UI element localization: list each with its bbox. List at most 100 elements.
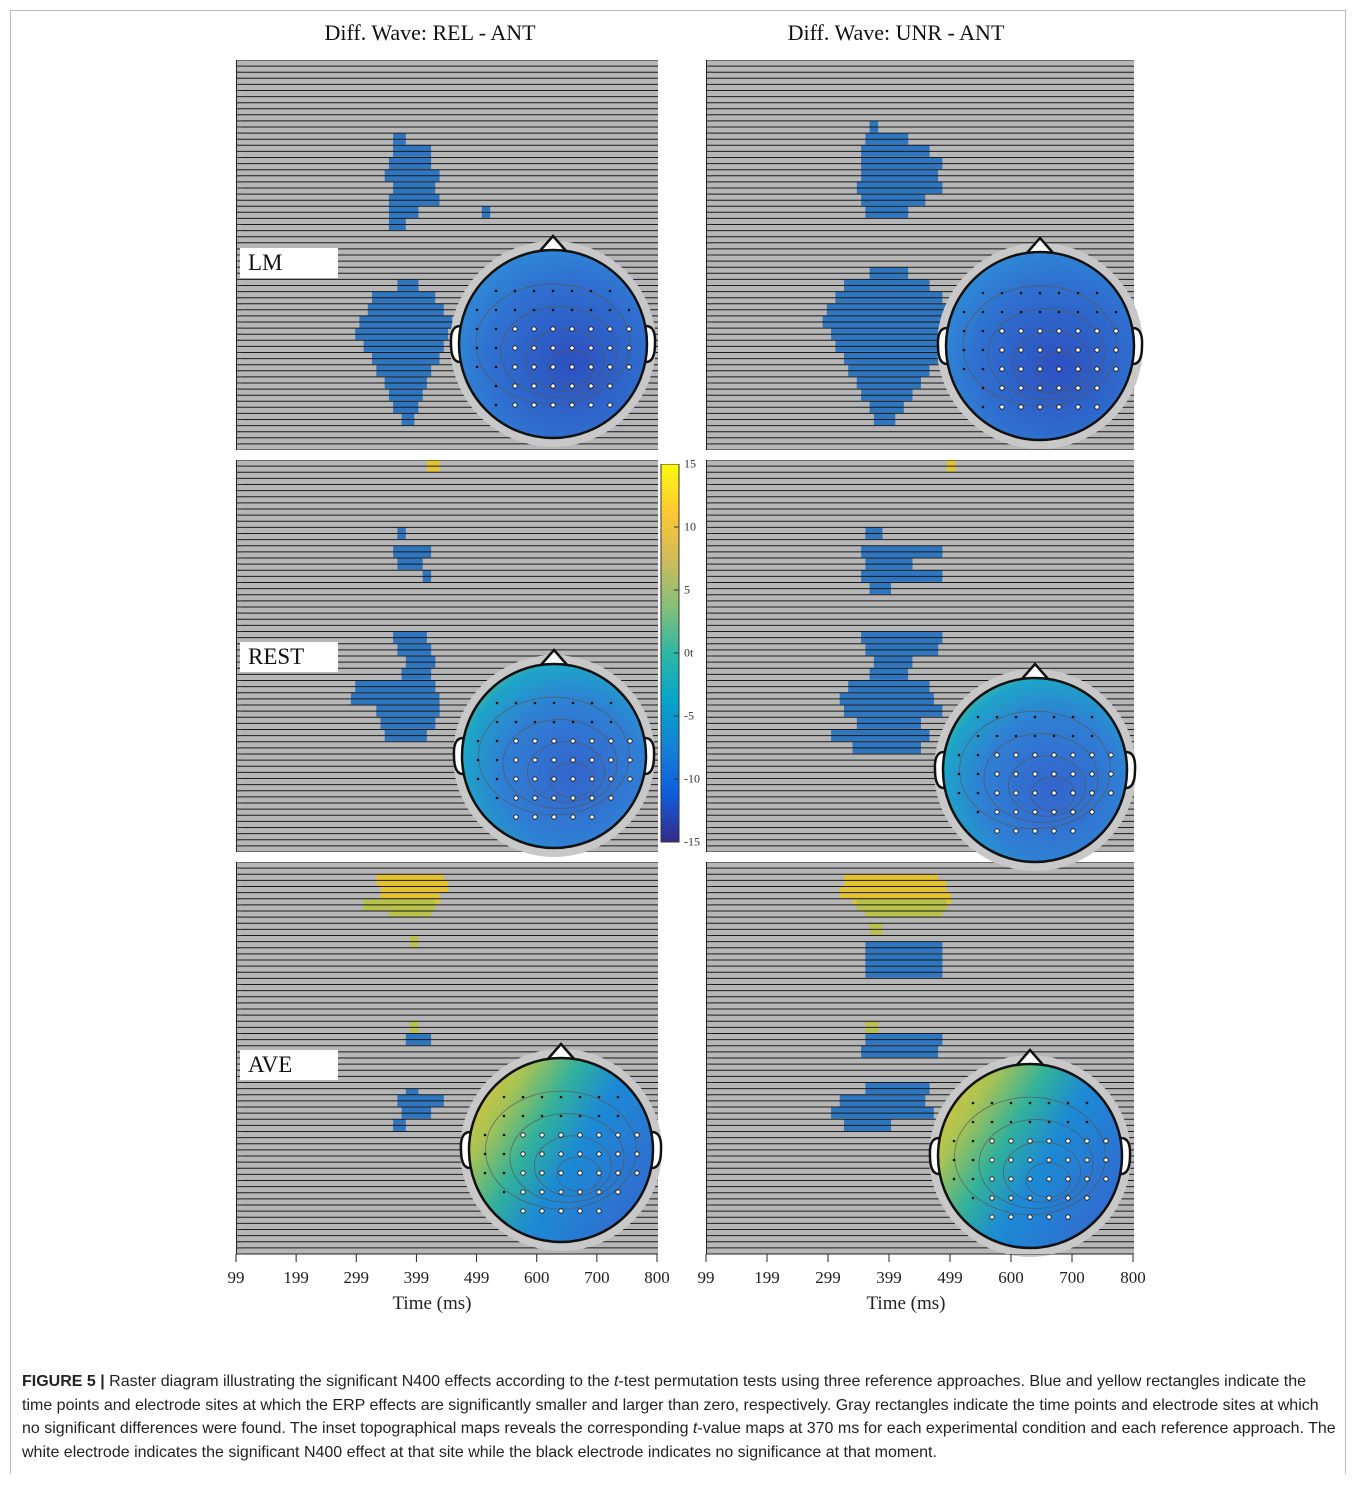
x-tick-label: 99 bbox=[227, 1268, 245, 1287]
electrode bbox=[521, 1114, 525, 1118]
electrode bbox=[590, 701, 594, 705]
electrode bbox=[532, 289, 536, 293]
contour-line bbox=[987, 308, 1105, 400]
significant-electrode bbox=[531, 364, 537, 370]
significant-electrode bbox=[551, 776, 557, 782]
electrode bbox=[1057, 310, 1061, 314]
topographic-map bbox=[452, 648, 656, 857]
significant-electrode bbox=[550, 402, 556, 408]
significant-electrode bbox=[1018, 385, 1024, 391]
significant-electrode bbox=[551, 795, 557, 801]
electrode bbox=[981, 386, 985, 390]
electrode bbox=[521, 1095, 525, 1099]
significant-electrode bbox=[1027, 1176, 1033, 1182]
electrode bbox=[495, 777, 499, 781]
electrode bbox=[1085, 1101, 1089, 1105]
significant-electrode bbox=[532, 738, 538, 744]
electrode bbox=[609, 701, 613, 705]
electrode bbox=[981, 329, 985, 333]
electrode bbox=[475, 327, 479, 331]
nose-marker bbox=[538, 234, 568, 253]
ear-marker bbox=[645, 324, 657, 364]
significant-electrode bbox=[596, 1208, 602, 1214]
colorbar-tick-label: -15 bbox=[684, 834, 700, 849]
significant-electrode bbox=[1075, 366, 1081, 372]
significant-electrode bbox=[999, 347, 1005, 353]
electrode bbox=[532, 308, 536, 312]
electrode bbox=[476, 777, 480, 781]
significant-electrode bbox=[570, 814, 576, 820]
significant-electrode bbox=[1103, 1138, 1109, 1144]
significant-electrode bbox=[569, 383, 575, 389]
significant-electrode bbox=[1032, 828, 1038, 834]
electrode bbox=[552, 701, 556, 705]
significant-electrode bbox=[577, 1132, 583, 1138]
electrode bbox=[1000, 310, 1004, 314]
electrode bbox=[514, 701, 518, 705]
electrode bbox=[1071, 734, 1075, 738]
significant-electrode bbox=[1113, 366, 1119, 372]
ear-marker bbox=[644, 736, 656, 776]
significant-electrode bbox=[1056, 404, 1062, 410]
electrode bbox=[551, 289, 555, 293]
significant-electrode bbox=[1018, 404, 1024, 410]
significant-electrode bbox=[994, 809, 1000, 815]
significant-electrode bbox=[570, 776, 576, 782]
significant-electrode bbox=[1075, 404, 1081, 410]
significant-electrode bbox=[1084, 1176, 1090, 1182]
significant-electrode bbox=[520, 1151, 526, 1157]
electrode bbox=[475, 308, 479, 312]
electrode bbox=[514, 720, 518, 724]
significant-electrode bbox=[1094, 366, 1100, 372]
significant-electrode bbox=[1065, 1157, 1071, 1163]
colorbar-tick-label: 0t bbox=[684, 645, 694, 660]
significant-electrode bbox=[577, 1151, 583, 1157]
electrode bbox=[483, 1171, 487, 1175]
significant-electrode bbox=[999, 385, 1005, 391]
electrode bbox=[540, 1114, 544, 1118]
electrode bbox=[1095, 310, 1099, 314]
contour-line bbox=[1007, 755, 1087, 817]
electrode bbox=[1114, 310, 1118, 314]
significant-electrode bbox=[1051, 790, 1057, 796]
significant-electrode bbox=[1018, 347, 1024, 353]
significant-electrode bbox=[577, 1208, 583, 1214]
electrode bbox=[559, 1095, 563, 1099]
electrode bbox=[995, 734, 999, 738]
ear-marker bbox=[449, 324, 461, 364]
electrode bbox=[495, 739, 499, 743]
electrode bbox=[952, 1139, 956, 1143]
electrode bbox=[1047, 1120, 1051, 1124]
significant-electrode bbox=[1084, 1195, 1090, 1201]
significant-electrode bbox=[539, 1151, 545, 1157]
significant-electrode bbox=[999, 328, 1005, 334]
significant-electrode bbox=[558, 1151, 564, 1157]
significant-electrode bbox=[626, 345, 632, 351]
electrode bbox=[608, 289, 612, 293]
significant-electrode bbox=[634, 1151, 640, 1157]
significant-electrode bbox=[512, 364, 518, 370]
significant-electrode bbox=[551, 814, 557, 820]
electrode bbox=[475, 365, 479, 369]
electrode bbox=[551, 308, 555, 312]
electrode bbox=[976, 715, 980, 719]
significant-electrode bbox=[615, 1189, 621, 1195]
significant-electrode bbox=[569, 345, 575, 351]
significant-electrode bbox=[1065, 1138, 1071, 1144]
x-tick-label: 399 bbox=[876, 1268, 902, 1287]
electrode bbox=[494, 384, 498, 388]
significant-electrode bbox=[589, 757, 595, 763]
electrode bbox=[962, 310, 966, 314]
significant-electrode bbox=[1037, 404, 1043, 410]
electrode bbox=[597, 1095, 601, 1099]
significant-electrode bbox=[1056, 347, 1062, 353]
significant-electrode bbox=[1051, 828, 1057, 834]
topographic-map bbox=[936, 236, 1144, 449]
x-tick-label: 199 bbox=[283, 1268, 309, 1287]
significant-electrode bbox=[1018, 328, 1024, 334]
significant-electrode bbox=[596, 1151, 602, 1157]
ear-marker bbox=[452, 736, 464, 776]
electrode bbox=[513, 308, 517, 312]
significant-electrode bbox=[615, 1170, 621, 1176]
caption-italic-t-1: t bbox=[614, 1373, 619, 1390]
